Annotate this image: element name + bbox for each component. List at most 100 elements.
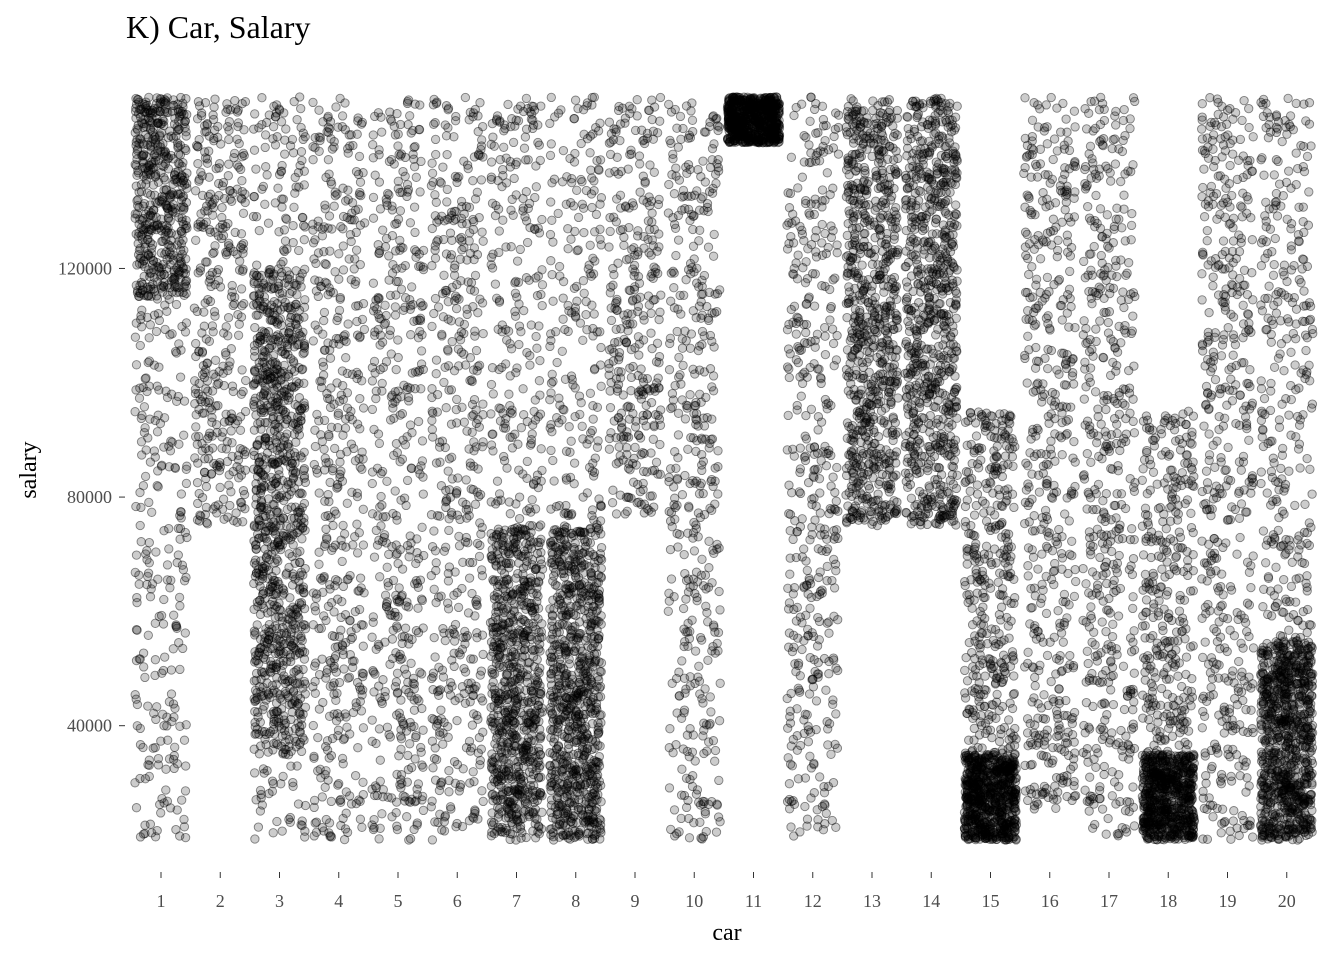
data-point <box>387 201 397 211</box>
data-point <box>161 785 171 795</box>
data-point <box>200 454 210 464</box>
data-point <box>176 177 186 187</box>
data-point <box>454 541 465 551</box>
data-point <box>427 158 437 168</box>
data-point <box>141 209 151 219</box>
data-point <box>153 760 164 770</box>
data-point <box>345 791 355 801</box>
data-point <box>478 152 488 162</box>
data-point <box>193 389 203 399</box>
data-point <box>274 612 284 622</box>
data-point <box>345 230 356 240</box>
data-point <box>229 152 239 163</box>
data-point <box>148 256 158 266</box>
data-point <box>468 112 478 122</box>
data-point <box>415 100 425 110</box>
data-point <box>179 118 189 129</box>
data-point <box>132 196 142 206</box>
data-point <box>131 385 141 395</box>
data-point <box>166 249 176 260</box>
data-point <box>152 381 162 391</box>
data-point <box>569 113 580 124</box>
data-point <box>426 802 436 812</box>
data-point <box>441 403 451 413</box>
data-point <box>443 466 453 476</box>
data-point <box>511 159 521 170</box>
data-point <box>573 212 584 223</box>
data-point <box>377 809 387 819</box>
data-point <box>368 278 379 288</box>
data-point <box>529 224 540 234</box>
data-point <box>517 827 527 838</box>
data-point <box>299 676 309 687</box>
data-point <box>140 374 150 384</box>
data-point <box>308 97 318 108</box>
data-point <box>233 330 244 340</box>
data-point <box>194 176 204 186</box>
data-point <box>326 422 337 432</box>
data-point <box>463 608 474 618</box>
data-point <box>339 664 349 674</box>
data-point <box>140 101 151 112</box>
data-point <box>527 429 537 439</box>
data-point <box>308 620 318 630</box>
data-point <box>405 834 416 844</box>
data-point <box>367 376 378 386</box>
data-point <box>201 481 212 492</box>
data-point <box>316 382 327 393</box>
data-point <box>288 148 299 158</box>
data-point <box>438 234 449 245</box>
data-point <box>381 357 392 367</box>
data-point <box>329 142 339 152</box>
data-point <box>431 558 441 568</box>
data-point <box>503 574 513 585</box>
data-point <box>249 145 260 155</box>
data-point <box>449 636 460 646</box>
data-point <box>521 273 532 283</box>
data-point <box>430 743 440 753</box>
data-point <box>526 438 537 449</box>
data-point <box>177 321 187 332</box>
data-point <box>296 598 307 608</box>
data-point <box>386 349 396 359</box>
data-point <box>150 155 161 166</box>
data-point <box>410 367 421 377</box>
data-point <box>225 185 235 196</box>
data-point <box>275 515 285 526</box>
data-point <box>170 208 180 218</box>
data-point <box>155 267 165 277</box>
data-point <box>516 658 526 668</box>
data-point <box>162 560 173 570</box>
data-point <box>172 623 182 633</box>
data-point <box>178 175 189 185</box>
data-point <box>342 368 352 379</box>
data-point <box>407 762 417 773</box>
data-point <box>134 393 145 403</box>
data-point <box>531 331 541 342</box>
data-point <box>409 705 420 715</box>
data-point <box>295 405 305 415</box>
data-point <box>248 380 259 390</box>
data-point <box>469 394 480 405</box>
data-point <box>325 246 335 256</box>
data-point <box>358 723 369 733</box>
data-point <box>488 629 498 639</box>
data-point <box>271 698 282 708</box>
data-point <box>335 294 345 304</box>
data-point <box>452 715 462 726</box>
data-point <box>134 139 144 149</box>
data-point <box>167 272 177 283</box>
data-point <box>150 452 160 462</box>
data-point <box>537 280 548 290</box>
data-point <box>355 187 365 198</box>
data-point <box>352 519 362 529</box>
data-point <box>250 109 260 119</box>
data-point <box>461 201 472 212</box>
data-point <box>521 794 531 804</box>
data-point <box>509 633 519 643</box>
data-point <box>521 93 532 104</box>
data-point <box>164 754 175 764</box>
data-point <box>318 361 329 372</box>
data-point <box>167 716 177 727</box>
data-point <box>250 657 260 667</box>
